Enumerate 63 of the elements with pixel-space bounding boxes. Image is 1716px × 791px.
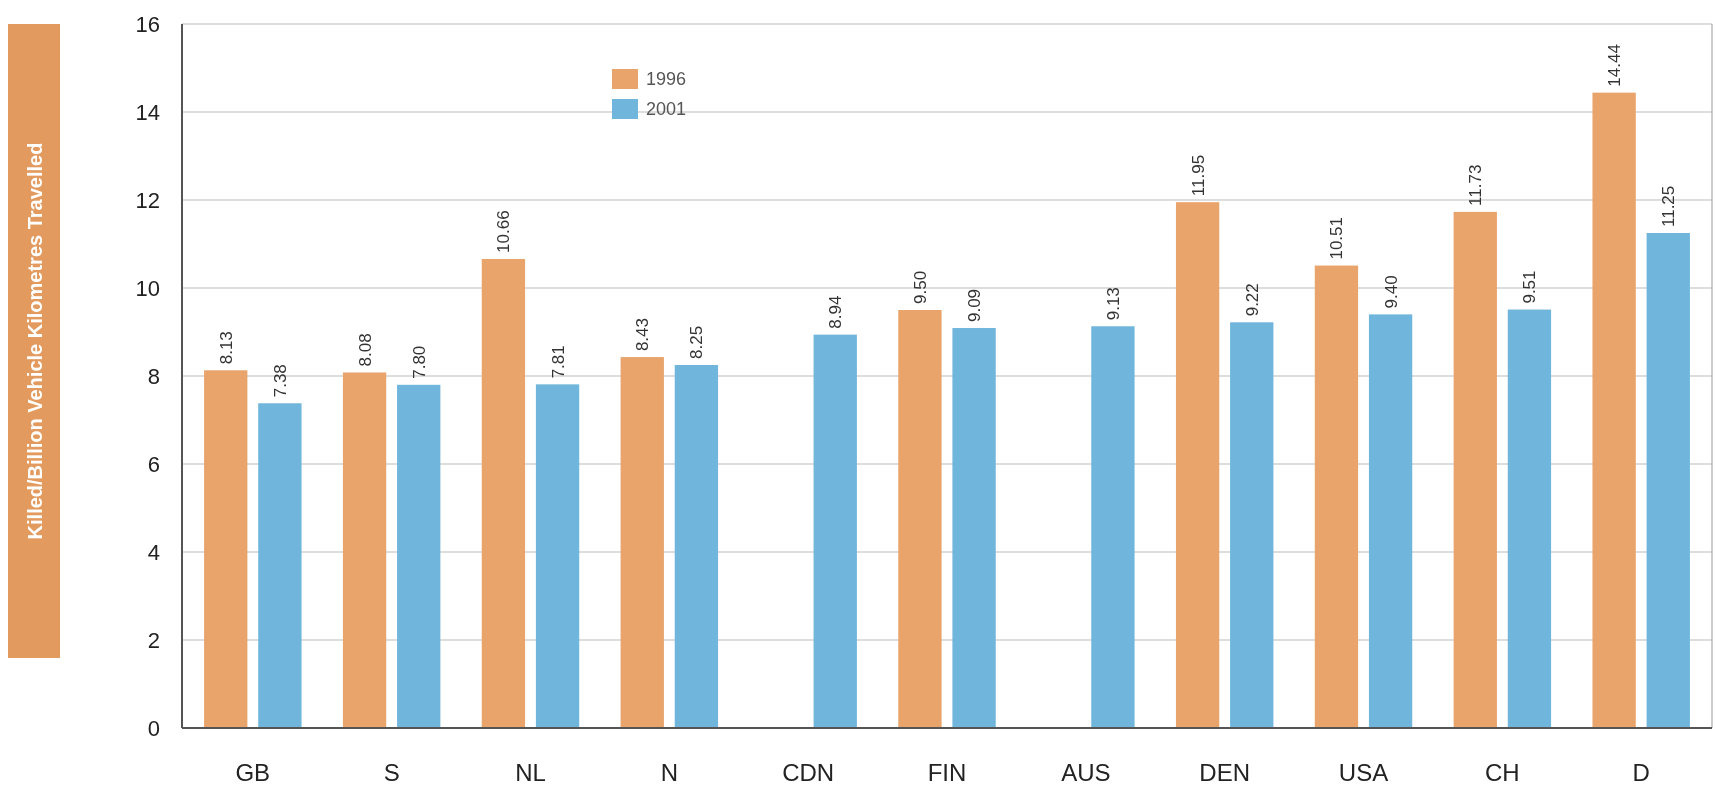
data-label: 11.25 xyxy=(1659,185,1679,227)
x-tick-label: D xyxy=(1632,759,1650,786)
legend-label: 1996 xyxy=(646,69,687,90)
bar xyxy=(342,372,387,728)
x-tick-label: NL xyxy=(515,759,546,786)
bar xyxy=(535,384,580,728)
y-tick-label: 12 xyxy=(135,187,160,213)
bar xyxy=(1368,314,1413,728)
bar xyxy=(1230,322,1274,728)
bar xyxy=(813,334,857,728)
x-tick-label: CDN xyxy=(782,759,835,786)
bar xyxy=(1091,326,1135,728)
x-tick-label: S xyxy=(383,759,400,786)
y-tick-label: 0 xyxy=(147,715,160,741)
data-label: 8.08 xyxy=(355,333,375,367)
data-label: 11.73 xyxy=(1466,164,1486,206)
data-label: 10.51 xyxy=(1327,217,1347,260)
data-label: 9.09 xyxy=(965,288,985,323)
data-label: 8.94 xyxy=(826,295,846,329)
data-label: 9.22 xyxy=(1242,283,1262,317)
bar xyxy=(204,370,248,728)
data-label: 8.43 xyxy=(633,317,653,352)
x-tick-label: N xyxy=(660,759,678,786)
x-tick-label: CH xyxy=(1485,759,1520,786)
bar xyxy=(952,328,996,728)
data-label: 9.50 xyxy=(910,270,930,304)
y-tick-label: 8 xyxy=(147,363,160,389)
x-tick-label: FIN xyxy=(927,759,967,786)
data-label: 8.25 xyxy=(687,325,707,359)
bar xyxy=(620,357,664,728)
bar xyxy=(674,365,719,728)
data-label: 7.80 xyxy=(409,345,429,379)
y-tick-label: 6 xyxy=(147,451,160,477)
y-tick-label: 16 xyxy=(135,11,160,37)
bar xyxy=(1646,233,1690,728)
bar xyxy=(1592,92,1636,728)
data-label: 14.44 xyxy=(1605,44,1625,87)
bar xyxy=(1453,211,1497,728)
data-label: 9.40 xyxy=(1381,275,1401,309)
data-label: 9.51 xyxy=(1520,270,1540,304)
bar xyxy=(397,384,441,728)
bar xyxy=(481,258,526,728)
legend-label: 2001 xyxy=(646,99,687,120)
y-tick-label: 4 xyxy=(147,539,160,565)
bar xyxy=(898,310,942,728)
x-tick-label: GB xyxy=(235,759,271,786)
bar xyxy=(1507,309,1552,728)
data-label: 10.66 xyxy=(494,210,514,253)
x-tick-label: AUS xyxy=(1061,759,1111,786)
y-tick-label: 10 xyxy=(135,275,160,301)
bar xyxy=(1314,265,1359,728)
y-tick-label: 2 xyxy=(147,627,160,653)
data-label: 7.38 xyxy=(270,364,290,398)
y-axis-title: Killed/Billion Vehicle Kilometres Travelled xyxy=(24,142,46,540)
bar xyxy=(258,403,302,728)
x-tick-label: USA xyxy=(1338,759,1389,786)
data-label: 9.13 xyxy=(1103,287,1123,321)
data-label: 11.95 xyxy=(1188,154,1208,197)
data-label: 7.81 xyxy=(548,345,568,379)
y-tick-label: 14 xyxy=(135,99,160,125)
x-tick-label: DEN xyxy=(1199,759,1251,786)
bar xyxy=(1175,202,1220,728)
data-label: 8.13 xyxy=(216,331,236,365)
